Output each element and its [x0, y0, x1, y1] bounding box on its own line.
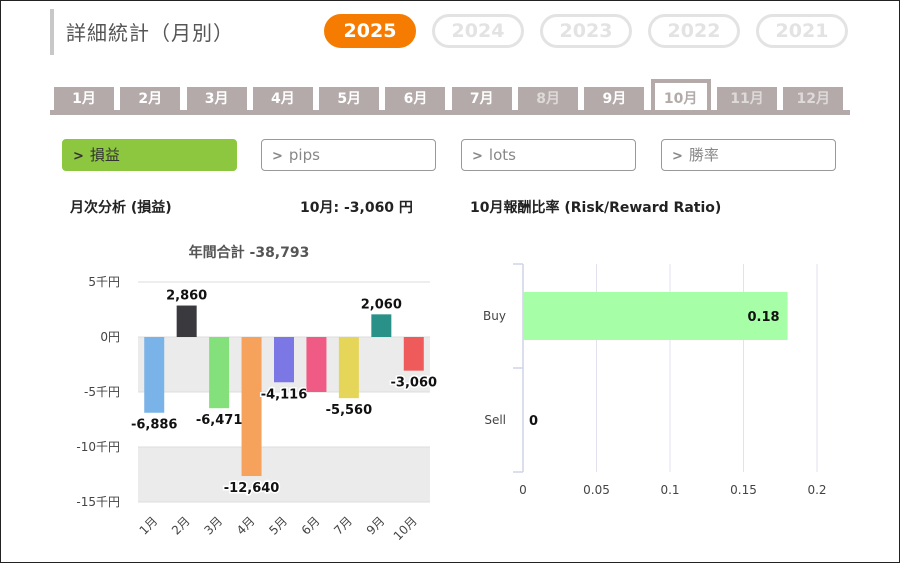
- bar: [338, 337, 359, 399]
- x-tick-label: 0.15: [730, 483, 757, 497]
- data-label: 0: [529, 414, 538, 429]
- bar: [176, 305, 197, 337]
- x-tick-label: 0: [519, 483, 527, 497]
- x-tick-label: 0.1: [660, 483, 679, 497]
- x-tick-label: 0.2: [807, 483, 826, 497]
- tab-month-9[interactable]: 10月: [650, 79, 711, 110]
- data-label: 2,860: [166, 289, 207, 304]
- metric-button-winrate[interactable]: > 勝率: [661, 139, 836, 171]
- x-tick-label: 10月: [391, 514, 420, 543]
- chevron-right-icon: >: [73, 149, 84, 164]
- data-label: -5,560: [326, 403, 373, 418]
- data-label: 0.18: [748, 310, 780, 325]
- tab-month-11[interactable]: 12月: [783, 87, 844, 112]
- tab-month-7[interactable]: 8月: [518, 87, 579, 112]
- tab-month-5[interactable]: 6月: [385, 87, 446, 112]
- month-tabs-underline: [50, 110, 850, 115]
- data-label: -3,060: [391, 376, 438, 391]
- tab-month-4[interactable]: 5月: [319, 87, 380, 112]
- metric-label: 勝率: [688, 146, 719, 164]
- bar: [306, 337, 327, 392]
- x-tick-label: 4月: [234, 514, 258, 538]
- tab-month-8[interactable]: 9月: [584, 87, 645, 112]
- risk-reward-chart: 0 0.05 0.1 0.15 0.2 Buy 0.18 Sell 0: [483, 263, 827, 497]
- y-tick-label: 5千円: [88, 275, 120, 289]
- x-tick-label: 5月: [266, 514, 290, 538]
- y-tick-label: -10千円: [76, 440, 120, 454]
- metric-label: lots: [488, 146, 516, 164]
- x-tick-label: 7月: [331, 514, 355, 538]
- tab-month-3[interactable]: 4月: [252, 87, 313, 112]
- x-tick-label: 6月: [299, 514, 323, 538]
- bar: [144, 337, 165, 413]
- data-label: 2,060: [361, 297, 402, 312]
- year-button-0[interactable]: 2025: [324, 14, 416, 48]
- monthly-analysis-heading: 月次分析 (損益): [70, 200, 172, 216]
- year-button-2[interactable]: 2023: [540, 14, 632, 48]
- y-tick-label: 0円: [100, 330, 120, 344]
- tab-month-2[interactable]: 3月: [186, 87, 247, 112]
- bar: [403, 337, 424, 371]
- bar: [241, 337, 262, 477]
- year-button-3[interactable]: 2022: [648, 14, 740, 48]
- chevron-right-icon: >: [672, 149, 683, 164]
- tab-month-1[interactable]: 2月: [120, 87, 181, 112]
- page-title: 詳細統計（月別）: [66, 21, 234, 45]
- data-label: -12,640: [224, 481, 280, 496]
- chevron-right-icon: >: [272, 149, 283, 164]
- chart-title: 年間合計 -38,793: [189, 244, 310, 261]
- plot-band: [138, 447, 430, 502]
- x-tick-label: 2月: [169, 514, 193, 538]
- metric-button-pips[interactable]: > pips: [261, 139, 436, 171]
- year-selector: 2025 2024 2023 2022 2021: [324, 14, 864, 48]
- monthly-profit-chart: 5千円 0円 -5千円 -10千円 -15千円 年間合計 -38,793 -6,886 1月 2…: [76, 244, 438, 543]
- data-label: -4,116: [261, 387, 308, 402]
- data-label: -6,471: [196, 413, 243, 428]
- metric-label: 損益: [89, 146, 120, 164]
- title-accent-bar: [50, 9, 54, 55]
- y-tick-label: Sell: [484, 413, 506, 427]
- year-button-1[interactable]: 2024: [432, 14, 524, 48]
- x-tick-label: 1月: [137, 514, 161, 538]
- y-tick-label: -5千円: [84, 385, 120, 399]
- bar: [274, 337, 294, 383]
- metric-button-lots[interactable]: > lots: [461, 139, 636, 171]
- metric-button-profit[interactable]: > 損益: [62, 139, 237, 171]
- risk-reward-heading: 10月報酬比率 (Risk/Reward Ratio): [470, 200, 722, 216]
- chevron-right-icon: >: [472, 149, 483, 164]
- tab-month-0[interactable]: 1月: [54, 87, 114, 112]
- month-tabs: 1月 2月 3月 4月 5月 6月 7月 8月 9月 10月 11月 12月: [54, 79, 850, 112]
- x-tick-label: 3月: [201, 514, 225, 538]
- data-label: -6,886: [131, 418, 178, 433]
- y-tick-label: -15千円: [76, 495, 120, 509]
- x-tick-label: 9月: [364, 514, 388, 538]
- bar: [523, 292, 788, 340]
- tab-month-6[interactable]: 7月: [451, 87, 512, 112]
- month-summary: 10月: -3,060 円: [300, 200, 413, 216]
- bar: [371, 314, 392, 337]
- tab-month-10[interactable]: 11月: [716, 87, 777, 112]
- x-tick-label: 0.05: [583, 483, 610, 497]
- bar: [209, 337, 230, 409]
- y-tick-label: Buy: [483, 309, 506, 323]
- year-button-4[interactable]: 2021: [756, 14, 848, 48]
- metric-label: pips: [288, 146, 320, 164]
